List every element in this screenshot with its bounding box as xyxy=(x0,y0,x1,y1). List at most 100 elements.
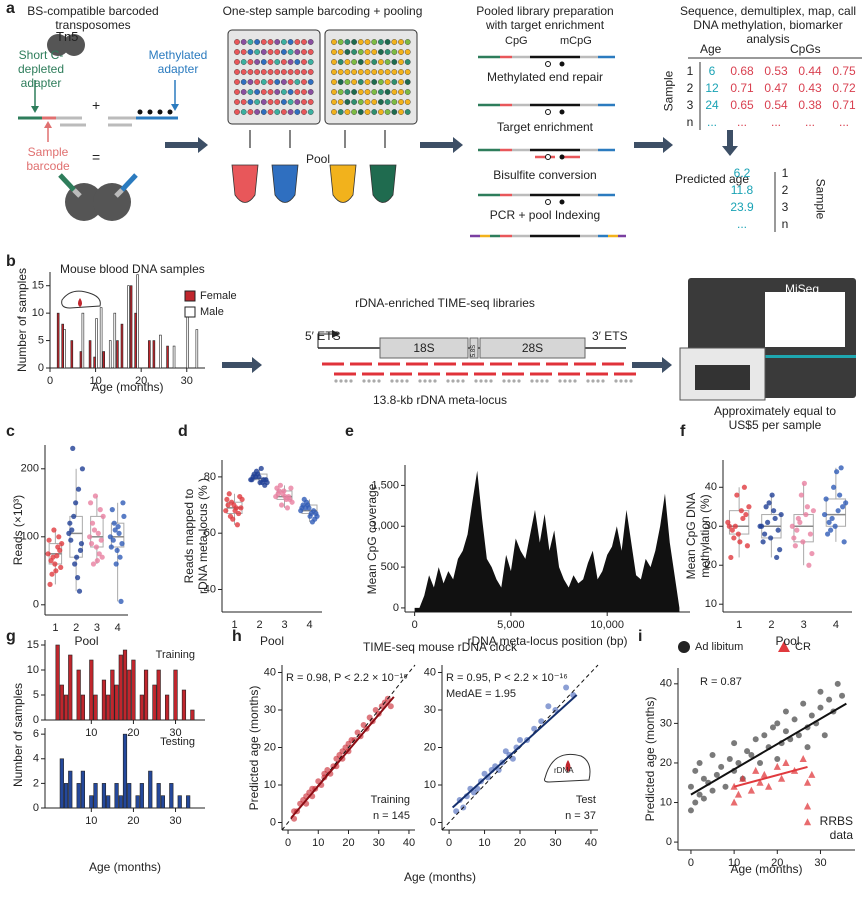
well xyxy=(364,39,371,45)
well xyxy=(377,69,384,75)
probe-bead xyxy=(573,379,577,383)
well xyxy=(351,99,357,105)
gene-28s xyxy=(479,337,586,359)
well xyxy=(391,39,398,45)
well xyxy=(240,89,247,95)
well xyxy=(377,49,384,55)
probe-bead xyxy=(349,379,353,383)
well xyxy=(404,39,411,45)
x-axis-label: Age (months) xyxy=(91,380,164,394)
table-cell: ... xyxy=(838,115,849,129)
well xyxy=(344,59,351,65)
point xyxy=(66,530,72,537)
point xyxy=(831,484,837,490)
bar xyxy=(114,684,119,721)
y-tick-label: 1,000 xyxy=(371,520,399,532)
bar xyxy=(101,783,107,809)
point xyxy=(766,500,772,506)
point xyxy=(768,535,774,541)
bar xyxy=(186,312,190,369)
well xyxy=(234,59,240,65)
point xyxy=(274,485,280,491)
point xyxy=(800,700,807,707)
y-tick-label: 15 xyxy=(32,280,44,292)
well xyxy=(357,59,364,65)
annotation: Testing xyxy=(160,736,195,748)
well xyxy=(344,49,351,55)
well xyxy=(267,49,274,55)
fit-line xyxy=(290,696,395,819)
well xyxy=(384,99,391,105)
point xyxy=(826,696,833,703)
probe-bead xyxy=(530,379,534,383)
cpg-site xyxy=(545,199,551,205)
methyl-group xyxy=(147,109,153,115)
well xyxy=(267,59,274,65)
well xyxy=(357,109,364,115)
point xyxy=(68,537,74,543)
point xyxy=(774,554,780,561)
x-axis-label: Pool xyxy=(775,634,800,648)
equals-sign: = xyxy=(92,149,101,165)
tube xyxy=(271,164,299,203)
well xyxy=(254,69,261,75)
well xyxy=(260,39,267,45)
table-cell: 0.71 xyxy=(730,81,754,95)
probe-bead xyxy=(418,379,422,383)
well xyxy=(254,79,261,85)
point xyxy=(275,491,281,497)
y-tick-label: 40 xyxy=(705,481,717,493)
point xyxy=(763,504,769,510)
point xyxy=(762,531,768,537)
point xyxy=(48,558,54,564)
probe-bead xyxy=(545,379,549,383)
probe-bead xyxy=(591,379,595,383)
tn5-subunit xyxy=(47,34,69,56)
point xyxy=(752,736,759,743)
point xyxy=(47,581,53,588)
bar xyxy=(156,783,161,809)
point xyxy=(545,703,552,710)
y-tick-label: 200 xyxy=(21,463,39,475)
y-axis-label: Number of samples xyxy=(11,682,25,788)
point xyxy=(700,775,707,782)
point xyxy=(687,807,694,814)
well xyxy=(351,39,357,45)
well xyxy=(398,49,404,55)
step-label: Bisulfite conversion xyxy=(493,168,597,182)
point xyxy=(841,539,847,545)
point xyxy=(94,558,100,564)
table-cell: 3 xyxy=(781,200,789,214)
probe-bead xyxy=(601,379,605,383)
gene-label: 18S xyxy=(413,341,435,355)
cpg-site xyxy=(559,61,565,67)
mosaic-end xyxy=(72,188,82,198)
bar xyxy=(88,340,92,369)
well xyxy=(240,109,247,115)
y-tick-label: 20 xyxy=(424,741,436,753)
chart-title: TIME-seq mouse rDNA clock xyxy=(362,640,518,654)
probe-bead xyxy=(629,379,633,383)
flow-arrow xyxy=(222,357,262,373)
barcode-label: Sample barcode xyxy=(26,145,70,173)
point xyxy=(225,502,231,508)
y-tick-label: 10 xyxy=(705,598,717,610)
point xyxy=(792,543,798,549)
x-tick-label: 2 xyxy=(768,619,774,631)
well xyxy=(384,39,391,45)
well xyxy=(351,79,357,85)
point xyxy=(517,737,523,743)
well xyxy=(391,79,398,85)
probe-bead xyxy=(558,379,562,383)
point xyxy=(761,732,768,739)
point xyxy=(234,522,241,528)
well xyxy=(351,49,357,55)
point xyxy=(744,543,751,549)
cpg-label: CpG xyxy=(505,35,528,47)
well xyxy=(377,99,384,105)
point xyxy=(744,748,751,755)
well xyxy=(280,109,287,115)
y-tick-label: 0 xyxy=(38,362,44,374)
point xyxy=(299,505,305,511)
point xyxy=(775,527,781,533)
